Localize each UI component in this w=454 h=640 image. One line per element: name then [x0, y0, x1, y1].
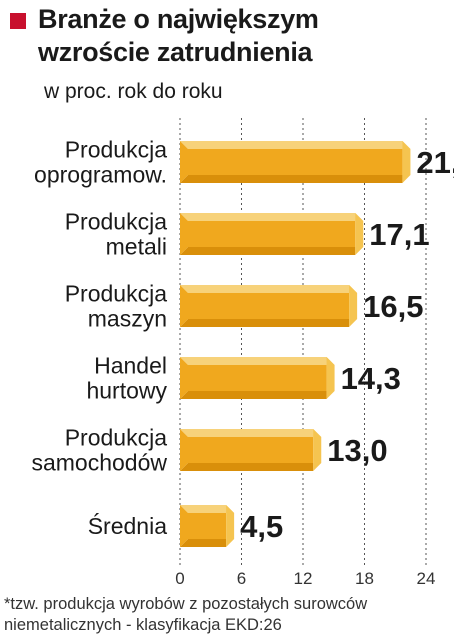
x-axis-ticks: 0 6 12 18 24: [175, 569, 435, 588]
bar-end-face: [326, 357, 335, 399]
bar: [180, 357, 335, 399]
bar-end-face: [402, 141, 411, 183]
bar-bottom-face: [180, 247, 356, 255]
chart-title-line-2: wzroście zatrudnienia: [38, 37, 313, 67]
bar-top-face: [180, 213, 364, 221]
bar: [180, 141, 411, 183]
x-tick-label: 6: [237, 569, 246, 588]
category-label: Produkcja: [65, 425, 167, 451]
category-label: hurtowy: [86, 378, 167, 404]
bar-front-face: [188, 149, 403, 175]
bar-top-face: [180, 505, 235, 513]
bar-end-face: [349, 285, 358, 327]
x-tick-label: 0: [175, 569, 184, 588]
bar-left-face: [180, 141, 188, 183]
bar: [180, 213, 364, 255]
x-tick-label: 18: [355, 569, 374, 588]
bar-left-face: [180, 213, 188, 255]
bar: [180, 429, 322, 471]
bar-front-face: [188, 221, 356, 247]
footnote: *tzw. produkcja wyrobów z pozostałych su…: [4, 594, 450, 636]
bar-front-face: [188, 365, 327, 391]
bar-top-face: [180, 357, 335, 365]
bar: [180, 285, 358, 327]
bar-bottom-face: [180, 319, 350, 327]
bar-top-face: [180, 141, 411, 149]
category-label: oprogramow.: [34, 162, 167, 188]
bar-left-face: [180, 505, 188, 547]
bar-front-face: [188, 437, 314, 463]
title-marker: [10, 13, 26, 29]
grid-layer: [179, 118, 427, 566]
x-tick-label: 24: [417, 569, 436, 588]
category-label: maszyn: [88, 306, 167, 332]
category-label: Handel: [94, 353, 167, 379]
category-label: metali: [106, 234, 167, 260]
data-label: 13,0: [327, 433, 387, 468]
chart-subtitle: w proc. rok do roku: [44, 80, 223, 103]
bar-top-face: [180, 429, 322, 437]
bar-chart: 21,7Produkcjaoprogramow.17,1Produkcjamet…: [31, 118, 454, 588]
bar-front-face: [188, 293, 350, 319]
category-label: Produkcja: [65, 137, 167, 163]
bar-end-face: [226, 505, 235, 547]
category-label: Produkcja: [65, 209, 167, 235]
bar-left-face: [180, 285, 188, 327]
bar-left-face: [180, 429, 188, 471]
bar-bottom-face: [180, 175, 403, 183]
bar-bottom-face: [180, 391, 327, 399]
category-label: samochodów: [31, 450, 167, 476]
footnote-line-2: niemetalicznych - klasyfikacja EKD:26: [4, 616, 282, 634]
bar: [180, 505, 235, 547]
bar-end-face: [355, 213, 364, 255]
bar-end-face: [313, 429, 322, 471]
footnote-line-1: *tzw. produkcja wyrobów z pozostałych su…: [4, 595, 368, 613]
bar-front-face: [188, 513, 227, 539]
category-label: Średnia: [88, 512, 167, 539]
chart-title-line-1: Branże o największym: [38, 4, 319, 34]
bar-bottom-face: [180, 463, 314, 471]
data-label: 4,5: [240, 509, 283, 544]
data-label: 16,5: [363, 289, 423, 324]
bars-layer: [180, 141, 411, 547]
data-label: 17,1: [369, 217, 429, 252]
data-label: 21,7: [416, 145, 454, 180]
bar-left-face: [180, 357, 188, 399]
bar-bottom-face: [180, 539, 227, 547]
data-label: 14,3: [341, 361, 401, 396]
x-tick-label: 12: [294, 569, 313, 588]
bar-top-face: [180, 285, 358, 293]
category-label: Produkcja: [65, 281, 167, 307]
labels-layer: 21,7Produkcjaoprogramow.17,1Produkcjamet…: [31, 137, 454, 545]
